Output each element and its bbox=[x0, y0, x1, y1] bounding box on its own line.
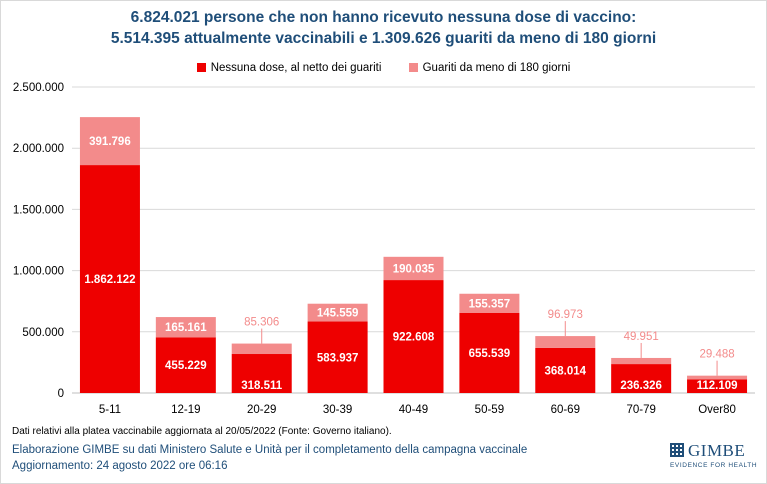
bar-guariti bbox=[307, 303, 368, 322]
legend: Nessuna dose, al netto dei guariti Guari… bbox=[0, 62, 767, 74]
gimbe-grid-icon bbox=[670, 443, 684, 457]
data-label-guariti: 391.796 bbox=[89, 136, 131, 148]
x-tick-label: 50-59 bbox=[475, 404, 504, 416]
legend-label-nessuna-dose: Nessuna dose, al netto dei guariti bbox=[210, 62, 382, 74]
data-label-guariti: 85.306 bbox=[244, 317, 279, 329]
x-tick-label: 70-79 bbox=[626, 404, 655, 416]
bar-guariti bbox=[459, 293, 520, 313]
chart-title-line-1: 6.824.021 persone che non hanno ricevuto… bbox=[130, 9, 637, 26]
bar-guariti bbox=[687, 375, 748, 380]
y-tick-label: 2.000.000 bbox=[13, 143, 64, 155]
data-label-nessuna-dose: 368.014 bbox=[544, 365, 586, 377]
bar-nessuna-dose bbox=[231, 354, 292, 393]
data-label-nessuna-dose: 655.539 bbox=[469, 348, 511, 360]
bar-guariti bbox=[155, 317, 216, 338]
data-label-guariti: 190.035 bbox=[393, 263, 435, 275]
data-label-guariti: 145.559 bbox=[317, 308, 359, 320]
bar-nessuna-dose bbox=[687, 379, 748, 393]
x-tick-label: Over80 bbox=[698, 404, 736, 416]
data-label-nessuna-dose: 236.326 bbox=[620, 380, 662, 392]
chart-title-line-2: 5.514.395 attualmente vaccinabili e 1.30… bbox=[110, 30, 657, 47]
data-label-nessuna-dose: 1.862.122 bbox=[84, 274, 135, 286]
data-label-nessuna-dose: 455.229 bbox=[165, 360, 207, 372]
legend-label-guariti: Guariti da meno di 180 giorni bbox=[422, 62, 571, 74]
data-label-guariti: 29.488 bbox=[699, 349, 734, 361]
y-tick-label: 2.500.000 bbox=[13, 82, 64, 94]
legend-item-nessuna-dose: Nessuna dose, al netto dei guariti bbox=[196, 62, 382, 74]
x-tick-label: 12-19 bbox=[171, 404, 200, 416]
bar-nessuna-dose bbox=[611, 364, 672, 393]
bar-nessuna-dose bbox=[79, 165, 140, 393]
logo-tagline: EVIDENCE FOR HEALTH bbox=[670, 462, 758, 469]
legend-item-guariti: Guariti da meno di 180 giorni bbox=[408, 62, 571, 74]
bar-nessuna-dose bbox=[383, 280, 444, 393]
x-tick-label: 60-69 bbox=[551, 404, 580, 416]
bar-nessuna-dose bbox=[155, 337, 216, 393]
data-label-nessuna-dose: 922.608 bbox=[393, 332, 435, 344]
bar-guariti bbox=[231, 343, 292, 355]
y-tick-label: 1.000.000 bbox=[13, 266, 64, 278]
y-tick-label: 1.500.000 bbox=[13, 204, 64, 216]
data-label-nessuna-dose: 318.511 bbox=[241, 380, 283, 392]
data-label-guariti: 165.161 bbox=[165, 322, 207, 334]
data-label-nessuna-dose: 112.109 bbox=[697, 380, 738, 392]
gimbe-logo: GIMBE EVIDENCE FOR HEALTH bbox=[670, 441, 760, 473]
bar-chart: 0 500.000 1.000.000 1.500.000 2.000.000 2.500… bbox=[13, 82, 755, 416]
y-tick-label: 0 bbox=[58, 388, 64, 400]
bar-nessuna-dose bbox=[459, 312, 520, 393]
legend-swatch-dark bbox=[196, 63, 206, 72]
data-label-guariti: 155.357 bbox=[469, 298, 511, 310]
data-label-nessuna-dose: 583.937 bbox=[317, 352, 359, 364]
source-note: Dati relativi alla platea vaccinabile ag… bbox=[12, 426, 392, 437]
bar-guariti bbox=[383, 256, 444, 281]
footer-update: Aggiornamento: 24 agosto 2022 ore 06:16 bbox=[12, 460, 228, 472]
bar-guariti bbox=[611, 357, 672, 365]
x-tick-label: 30-39 bbox=[323, 404, 352, 416]
x-tick-label: 5-11 bbox=[99, 404, 121, 416]
footer-credits: Elaborazione GIMBE su dati Ministero Sal… bbox=[12, 444, 528, 456]
data-label-guariti: 96.973 bbox=[548, 309, 583, 321]
bar-nessuna-dose bbox=[535, 347, 596, 393]
x-tick-label: 20-29 bbox=[247, 404, 276, 416]
legend-swatch-light bbox=[408, 63, 418, 72]
y-tick-label: 500.000 bbox=[22, 327, 64, 339]
bar-guariti bbox=[79, 117, 140, 166]
x-tick-label: 40-49 bbox=[399, 404, 428, 416]
data-label-guariti: 49.951 bbox=[624, 331, 659, 343]
bar-guariti bbox=[535, 336, 596, 348]
logo-name: GIMBE bbox=[688, 441, 746, 460]
bar-nessuna-dose bbox=[307, 321, 368, 393]
